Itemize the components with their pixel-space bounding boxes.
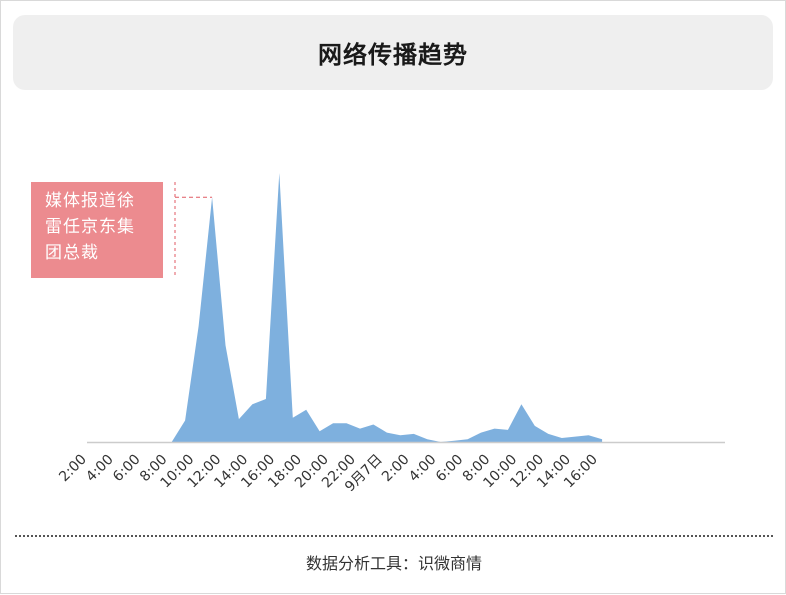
series-area	[91, 173, 603, 442]
x-tick-label: 6:00	[110, 452, 144, 486]
x-tick-label: 2:00	[56, 452, 90, 486]
event-annotation: 媒体报道徐 雷任京东集 团总裁	[31, 182, 163, 278]
footer-divider	[15, 535, 773, 537]
chart-title: 网络传播趋势	[318, 41, 468, 69]
x-tick-label: 6:00	[433, 452, 467, 486]
title-bar: 网络传播趋势	[13, 15, 773, 90]
annotation-line-1: 媒体报道徐	[45, 191, 135, 211]
x-tick-label: 4:00	[406, 452, 440, 486]
footer-source: 数据分析工具：识微商情	[305, 554, 482, 573]
annotation-line-2: 雷任京东集	[45, 217, 135, 237]
x-tick-label: 2:00	[379, 452, 413, 486]
x-tick-label: 4:00	[83, 452, 117, 486]
annotation-line-3: 团总裁	[45, 243, 99, 263]
